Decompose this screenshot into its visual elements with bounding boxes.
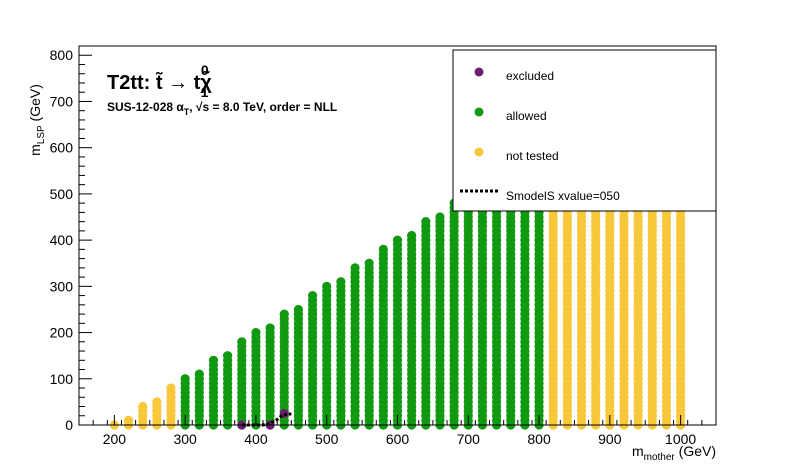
chart-subtitle: SUS-12-028 αT, √s = 8.0 TeV, order = NLL <box>107 100 337 117</box>
point-allowed <box>279 309 289 319</box>
point-allowed <box>336 277 346 287</box>
point-allowed <box>194 369 204 379</box>
point-allowed <box>307 290 318 301</box>
legend-not-tested-marker <box>474 147 484 157</box>
y-tick-label: 300 <box>50 278 74 294</box>
legend: excluded allowed not tested SmodelS xval… <box>452 49 717 212</box>
x-tick-label: 500 <box>315 431 339 447</box>
legend-not-tested-label: not tested <box>506 149 559 163</box>
point-allowed <box>350 263 360 273</box>
chart-title: T2tt: t̃ → tχ̃0 1 <box>107 62 212 100</box>
y-axis-title: mLSP (GeV) <box>27 84 47 156</box>
point-allowed <box>237 337 247 347</box>
title-subscript: 1 <box>201 84 209 100</box>
point-allowed <box>392 235 403 245</box>
point-allowed <box>293 304 304 315</box>
x-axis-label-unit: (GeV) <box>675 443 716 459</box>
y-tick-label: 0 <box>65 417 73 433</box>
x-tick-label: 300 <box>173 431 197 447</box>
y-axis-label: m <box>27 144 43 156</box>
point-allowed <box>251 327 261 338</box>
x-tick-label: 700 <box>457 431 481 447</box>
point-allowed <box>208 355 219 365</box>
subtitle-rest: , √s = 8.0 TeV, order = NLL <box>189 100 337 114</box>
point-allowed <box>180 374 190 384</box>
legend-excluded-label: excluded <box>506 69 554 83</box>
x-tick-label: 1000 <box>665 431 696 447</box>
point-allowed <box>435 212 445 222</box>
point-not-tested <box>166 383 176 393</box>
y-tick-label: 100 <box>50 371 74 387</box>
y-axis-label-unit: (GeV) <box>27 84 43 125</box>
point-allowed <box>265 323 275 333</box>
x-tick-label: 200 <box>103 431 127 447</box>
point-allowed <box>421 217 431 227</box>
point-not-tested <box>138 401 148 412</box>
y-tick-label: 600 <box>50 140 74 156</box>
point-allowed <box>378 244 388 254</box>
point-not-tested <box>152 397 162 407</box>
axis-ticks: 200 300 400 500 600 700 800 900 1000 0 100 200 300 40… <box>50 45 717 447</box>
x-axis-label: m <box>632 443 644 459</box>
legend-excluded-marker <box>474 67 484 77</box>
y-tick-label: 700 <box>50 93 74 109</box>
y-axis-label-sub: LSP <box>36 125 47 144</box>
legend-allowed-marker <box>474 107 484 117</box>
y-tick-label: 400 <box>50 232 74 248</box>
x-tick-label: 800 <box>527 431 551 447</box>
point-allowed <box>407 230 417 241</box>
point-not-tested <box>123 415 134 425</box>
x-tick-label: 900 <box>598 431 622 447</box>
data-points <box>109 189 686 430</box>
x-tick-label: 600 <box>386 431 410 447</box>
point-allowed <box>223 351 233 361</box>
x-axis-label-sub: mother <box>644 452 676 463</box>
y-tick-label: 800 <box>50 47 74 63</box>
legend-allowed-label: allowed <box>506 109 547 123</box>
subtitle-sub: T <box>184 107 190 117</box>
x-tick-label: 400 <box>244 431 268 447</box>
y-tick-label: 200 <box>50 325 74 341</box>
point-allowed <box>322 281 332 291</box>
y-tick-label: 500 <box>50 186 74 202</box>
legend-box <box>452 49 717 212</box>
x-axis-title: mmother (GeV) <box>632 443 716 463</box>
legend-contour-label: SmodelS xvalue=050 <box>506 189 620 203</box>
title-superscript: 0 <box>201 62 209 78</box>
point-allowed <box>364 258 374 268</box>
subtitle-main: SUS-12-028 α <box>107 100 184 114</box>
title-main: T2tt: t̃ → tχ̃ <box>107 70 212 94</box>
